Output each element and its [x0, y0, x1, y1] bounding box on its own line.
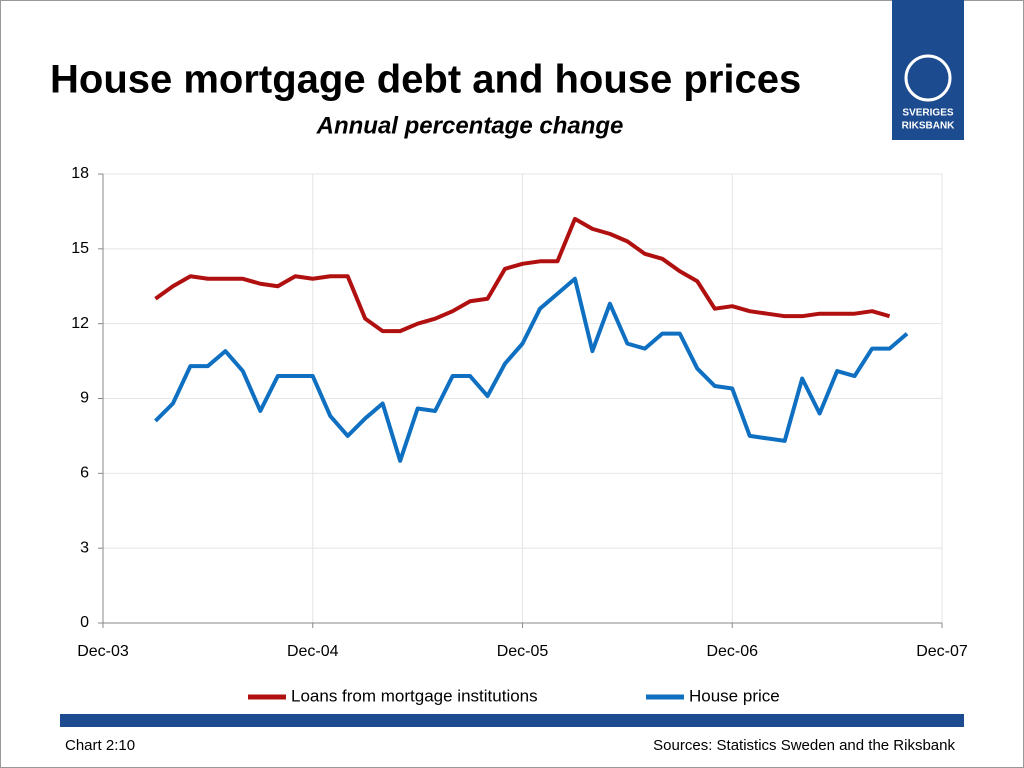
footer-bar	[60, 714, 964, 727]
chart-title: House mortgage debt and house prices	[50, 58, 801, 102]
x-tick-label: Dec-03	[77, 643, 129, 660]
y-tick-label: 6	[80, 465, 89, 482]
logo-box	[892, 0, 964, 140]
footer-right: Sources: Statistics Sweden and the Riksb…	[653, 737, 955, 754]
x-tick-label: Dec-07	[916, 643, 968, 660]
logo-text: RIKSBANK	[902, 121, 956, 132]
series-line	[154, 216, 891, 334]
y-tick-label: 0	[80, 614, 89, 631]
x-tick-label: Dec-04	[287, 643, 339, 660]
y-tick-label: 15	[71, 240, 89, 257]
y-tick-label: 9	[80, 390, 89, 407]
legend-label: Loans from mortgage institutions	[291, 686, 538, 705]
x-tick-label: Dec-05	[497, 643, 549, 660]
x-tick-label: Dec-06	[706, 643, 758, 660]
y-tick-label: 12	[71, 315, 89, 332]
y-tick-label: 3	[80, 539, 89, 556]
logo-emblem	[904, 54, 952, 102]
legend-label: House price	[689, 686, 780, 705]
footer-left: Chart 2:10	[65, 737, 135, 754]
chart-subtitle: Annual percentage change	[316, 112, 624, 139]
y-tick-label: 18	[71, 165, 89, 182]
series-line	[154, 276, 909, 463]
logo-text: SVERIGES	[902, 108, 953, 119]
